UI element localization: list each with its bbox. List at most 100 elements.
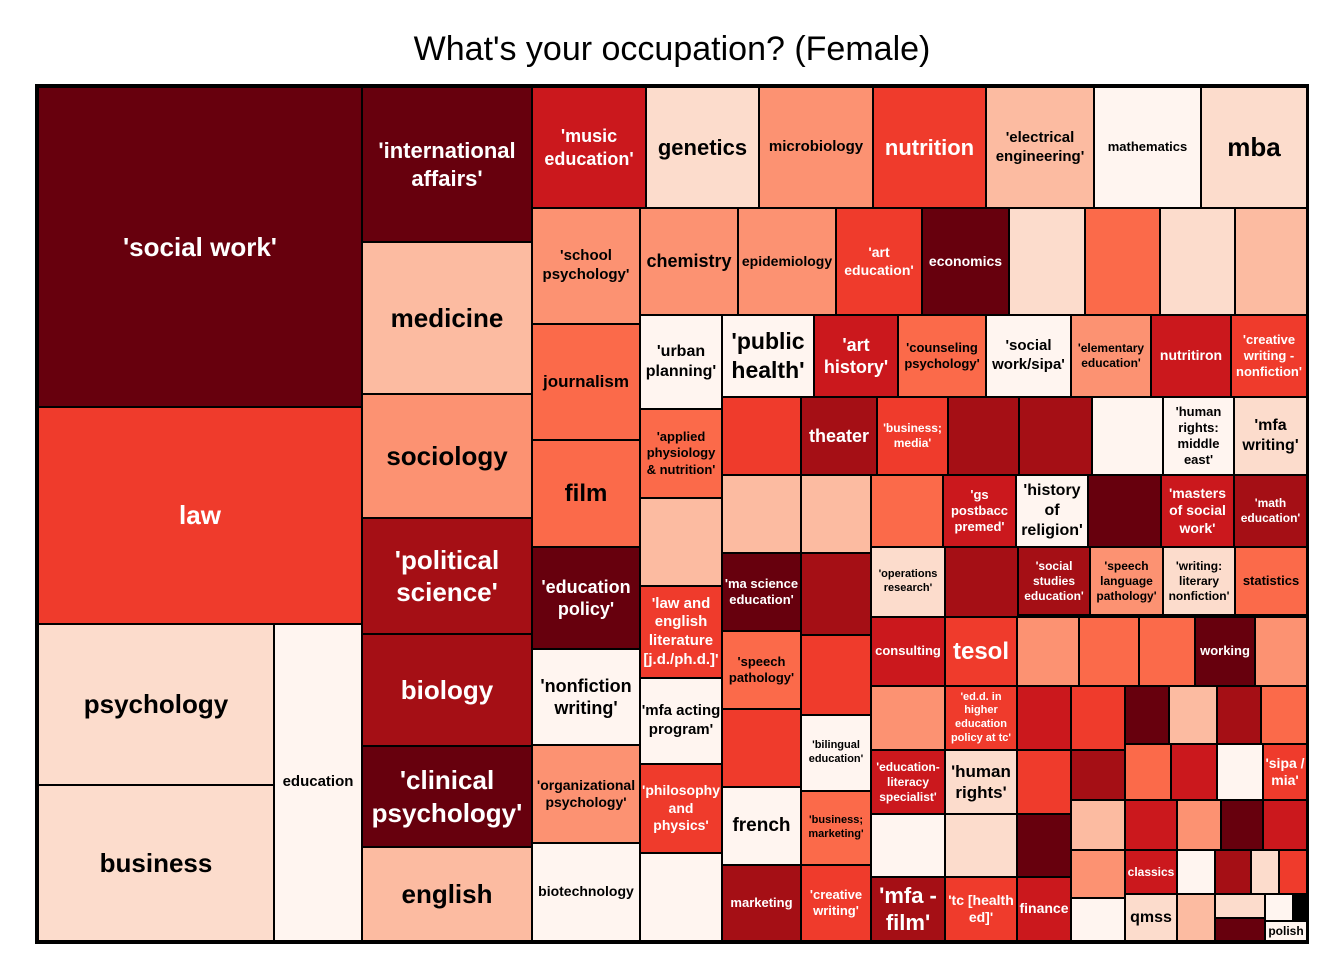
- treemap-cell-label: 'creative writing - nonfiction': [1236, 331, 1302, 380]
- treemap-cell: [1070, 849, 1126, 899]
- treemap-cell: medicine: [361, 241, 533, 395]
- treemap-cell: [1214, 893, 1266, 919]
- treemap-cell-label: 'school psychology': [542, 247, 630, 283]
- treemap-cell: [1159, 207, 1236, 316]
- treemap-cell: 'mfa -film': [870, 876, 946, 942]
- treemap-cell-label: genetics: [657, 134, 748, 160]
- treemap-cell: 'ed.d. in higher education policy at tc': [944, 685, 1018, 751]
- treemap-cell: 'public health': [721, 314, 815, 398]
- treemap-cell: [1016, 749, 1072, 815]
- treemap-cell: 'mfa acting program': [639, 677, 723, 765]
- treemap-cell-label: sociology: [386, 440, 508, 471]
- treemap-cell: 'counseling psychology': [897, 314, 987, 398]
- treemap-cell-label: polish: [1268, 923, 1304, 938]
- treemap-cell: [1254, 616, 1308, 687]
- treemap-cell-label: tesol: [952, 637, 1009, 665]
- treemap-cell: biology: [361, 633, 533, 747]
- treemap-cell: 'social work/sipa': [985, 314, 1072, 398]
- treemap-cell: [1234, 207, 1308, 316]
- treemap-cell: 'education-literacy specialist': [870, 749, 946, 815]
- treemap-cell: working: [1194, 616, 1256, 687]
- treemap-cell-label: 'music education': [544, 126, 634, 169]
- treemap-cell: [800, 552, 872, 636]
- treemap-cell: [721, 474, 802, 554]
- treemap-cell-label: 'sipa / mia': [1265, 754, 1305, 789]
- treemap-cell-label: 'social work/sipa': [992, 337, 1065, 373]
- treemap-cell-label: journalism: [543, 372, 629, 392]
- treemap-cell: [1084, 207, 1161, 316]
- treemap-cell-label: finance: [1019, 900, 1069, 917]
- treemap-cell: epidemiology: [737, 207, 837, 316]
- treemap-cell: [1170, 743, 1218, 801]
- treemap-cell-label: 'applied physiology & nutrition': [646, 429, 716, 477]
- treemap-cell-label: microbiology: [768, 138, 864, 156]
- treemap-cell: [1250, 849, 1280, 895]
- treemap-cell: 'human rights: middle east': [1162, 396, 1235, 476]
- treemap-cell: 'urban planning': [639, 314, 723, 410]
- treemap-cell: 'tc [health ed]': [944, 876, 1018, 942]
- treemap-cell-label: 'tc [health ed]': [948, 891, 1014, 926]
- treemap-cell: [944, 813, 1018, 878]
- treemap-cell: [1176, 849, 1216, 895]
- treemap-cell-label: 'nonfiction writing': [540, 675, 632, 719]
- treemap-cell-label: english: [401, 878, 493, 909]
- treemap-cell: sociology: [361, 393, 533, 519]
- treemap-cell-label: 'clinical psychology': [371, 765, 523, 828]
- treemap-cell: french: [721, 786, 802, 866]
- treemap-cell: [944, 546, 1019, 618]
- treemap-cell-label: 'public health': [731, 328, 805, 383]
- treemap-cell-label: qmss: [1130, 908, 1172, 926]
- treemap-cell: [1008, 207, 1086, 316]
- treemap-cell-label: working: [1200, 643, 1250, 659]
- treemap-cell-label: film: [564, 479, 608, 507]
- treemap-cell: 'music education': [531, 86, 647, 209]
- treemap-cell: theater: [800, 396, 878, 476]
- treemap-cell: 'mfa writing': [1233, 396, 1308, 476]
- treemap-cell: 'art education': [835, 207, 923, 316]
- treemap-cell-label: 'education policy': [541, 576, 631, 620]
- treemap-cell-label: 'human rights: middle east': [1175, 403, 1222, 468]
- treemap-cell: business: [37, 784, 275, 942]
- treemap-cell: 'math education': [1233, 474, 1308, 548]
- treemap-cell: 'school psychology': [531, 207, 641, 325]
- treemap-cell: 'bilingual education': [800, 714, 872, 792]
- treemap-cell: [870, 813, 946, 878]
- treemap-cell-label: 'human rights': [951, 761, 1011, 802]
- treemap-cell: [870, 474, 944, 548]
- treemap-cell-label: 'law and english literature [j.d./ph.d.]…: [643, 594, 719, 668]
- treemap-cell: [800, 474, 872, 554]
- treemap-cell: [1091, 396, 1164, 476]
- treemap-cell-label: nutrition: [884, 134, 975, 160]
- treemap-cell: mathematics: [1093, 86, 1202, 209]
- treemap-cell: 'gs postbacc premed': [942, 474, 1017, 548]
- treemap-cell-label: french: [732, 815, 791, 837]
- treemap-cell-label: 'electrical engineering': [995, 128, 1085, 165]
- treemap-cell: 'creative writing - nonfiction': [1230, 314, 1308, 398]
- treemap-cell: 'clinical psychology': [361, 745, 533, 848]
- treemap-cell-label: marketing: [730, 894, 793, 910]
- treemap-cell: 'writing: literary nonfiction': [1162, 546, 1236, 616]
- treemap-cell-label: 'education-literacy specialist': [876, 759, 940, 804]
- treemap-cell-label: 'mfa acting program': [641, 702, 721, 738]
- treemap-cell: 'political science': [361, 517, 533, 635]
- treemap-cell-label: 'organizational psychology': [536, 776, 636, 811]
- treemap-cell: [721, 396, 802, 476]
- treemap-cell: classics: [1124, 849, 1178, 895]
- treemap-cell: [1214, 849, 1252, 895]
- treemap-cell-label: 'speech language pathology': [1096, 558, 1157, 603]
- treemap-cell: [1016, 813, 1072, 878]
- treemap-cell: 'electrical engineering': [985, 86, 1095, 209]
- treemap-cell: [1220, 799, 1264, 851]
- treemap-cell: film: [531, 439, 641, 548]
- treemap-cell: 'sipa / mia': [1262, 743, 1308, 801]
- chart-title: What's your occupation? (Female): [413, 30, 931, 68]
- treemap-cell: mba: [1200, 86, 1308, 209]
- treemap-cell-label: 'elementary education': [1077, 341, 1145, 370]
- treemap-cell-label: 'gs postbacc premed': [950, 486, 1009, 535]
- treemap-cell: [721, 708, 802, 788]
- treemap-cell: 'applied physiology & nutrition': [639, 408, 723, 499]
- treemap-cell: marketing: [721, 864, 802, 942]
- treemap-cell: 'ma science education': [721, 552, 802, 632]
- treemap-cell: 'education policy': [531, 546, 641, 650]
- treemap-cell-label: mathematics: [1107, 139, 1188, 155]
